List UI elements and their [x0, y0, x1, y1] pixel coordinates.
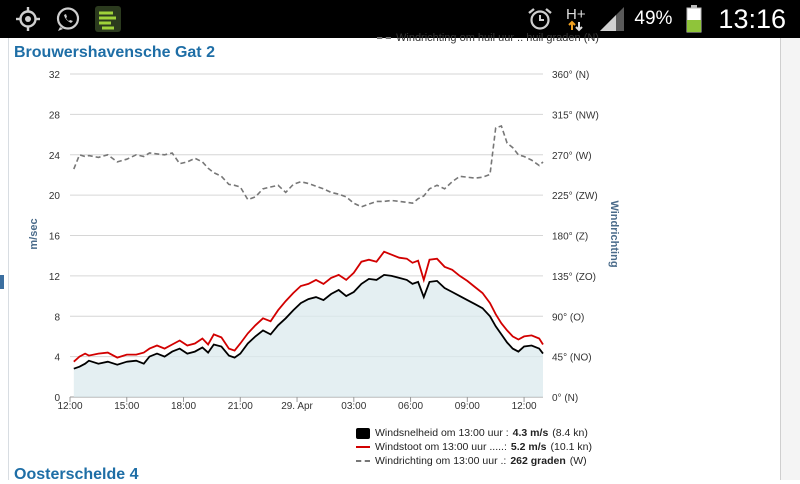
windstoot-line — [73, 250, 544, 363]
legend-value: 4.3 m/s — [512, 427, 549, 439]
side-tab[interactable] — [0, 275, 4, 289]
y-left-tick-label: 12 — [49, 272, 61, 283]
signal-icon — [598, 5, 626, 33]
y-right-tick-label: 0° (N) — [552, 393, 578, 404]
legend-value: 5.2 m/s — [510, 441, 547, 453]
legend-swatch-windrichting — [356, 460, 370, 462]
x-tick-label: 12:00 — [512, 401, 537, 412]
legend-cut-off: Windrichting om huil uur .. huil graden … — [377, 32, 599, 44]
y-left-tick-label: 28 — [49, 110, 61, 121]
alarm-icon — [526, 5, 554, 33]
station-title[interactable]: Brouwershavensche Gat 2 — [14, 44, 215, 61]
x-tick-label: 12:00 — [57, 401, 82, 412]
legend-swatch-windstoot — [356, 446, 370, 448]
y-right-tick-label: 270° (W) — [552, 151, 592, 162]
scrollbar-track[interactable] — [780, 38, 800, 480]
legend-text: Windrichting om 13:00 uur .: — [375, 455, 507, 467]
x-tick-label: 03:00 — [341, 401, 366, 412]
windrichting-line — [73, 125, 544, 208]
y-right-tick-label: 45° (NO) — [552, 353, 592, 364]
legend-text: Windsnelheid om 13:00 uur : — [375, 427, 509, 439]
web-page[interactable]: Windrichting om huil uur .. huil graden … — [0, 32, 800, 483]
next-station-title[interactable]: Oosterschelde 4 — [14, 466, 139, 483]
gps-icon — [14, 5, 42, 33]
y-left-tick-label: 16 — [49, 232, 61, 243]
battery-percentage: 49% — [634, 8, 673, 29]
y-left-tick-label: 20 — [49, 191, 61, 202]
y-left-tick-label: 0 — [54, 393, 60, 404]
legend-row-windrichting[interactable]: Windrichting om 13:00 uur .: 262 graden … — [356, 454, 592, 468]
y-right-tick-label: 180° (Z) — [552, 232, 588, 243]
x-tick-label: 18:00 — [171, 401, 196, 412]
y-left-tick-label: 32 — [49, 70, 61, 81]
network-icon: H+ — [562, 5, 590, 33]
battery-icon — [680, 5, 708, 33]
app-icon — [94, 5, 122, 33]
clock: 13:16 — [718, 3, 786, 34]
y-right-tick-label: 225° (ZW) — [552, 191, 598, 202]
y-axis-right-label: Windrichting — [608, 200, 620, 267]
legend-value: 262 graden — [510, 455, 566, 467]
legend-unit: (10.1 kn) — [550, 441, 592, 453]
windsnelheid-line — [73, 273, 544, 370]
x-tick-label: 06:00 — [398, 401, 423, 412]
x-tick-label: 21:00 — [228, 401, 253, 412]
legend-text: Windstoot om 13:00 uur .....: — [375, 441, 507, 453]
y-right-tick-label: 360° (N) — [552, 70, 589, 81]
y-left-tick-label: 4 — [54, 353, 60, 364]
x-tick-label: 29. Apr — [281, 401, 313, 412]
legend-row-windsnelheid[interactable]: Windsnelheid om 13:00 uur : 4.3 m/s (8.4… — [356, 426, 592, 440]
windsnelheid-area — [73, 274, 544, 397]
y-left-tick-label: 24 — [49, 151, 61, 162]
x-tick-label: 15:00 — [114, 401, 139, 412]
chart-legend: Windsnelheid om 13:00 uur : 4.3 m/s (8.4… — [356, 426, 592, 468]
x-tick-label: 09:00 — [455, 401, 480, 412]
legend-unit: (8.4 kn) — [552, 427, 588, 439]
y-left-tick-label: 8 — [54, 312, 60, 323]
y-right-tick-label: 90° (O) — [552, 312, 584, 323]
status-bar: H+ 49% 13:16 — [0, 0, 800, 38]
legend-row-windstoot[interactable]: Windstoot om 13:00 uur .....: 5.2 m/s (1… — [356, 440, 592, 454]
legend-swatch-windsnelheid — [356, 427, 370, 439]
legend-unit: (W) — [569, 455, 587, 467]
y-right-tick-label: 135° (ZO) — [552, 272, 596, 283]
wind-chart: 0 4 8 12 16 20 24 28 32 0° (N) 45° (NO) 90° (O) 135°… — [28, 70, 620, 412]
network-type-label: H+ — [566, 6, 586, 23]
y-axis-left-label: m/sec — [28, 218, 40, 249]
whatsapp-icon — [54, 5, 82, 33]
left-border — [8, 38, 9, 480]
y-right-tick-label: 315° (NW) — [552, 110, 599, 121]
